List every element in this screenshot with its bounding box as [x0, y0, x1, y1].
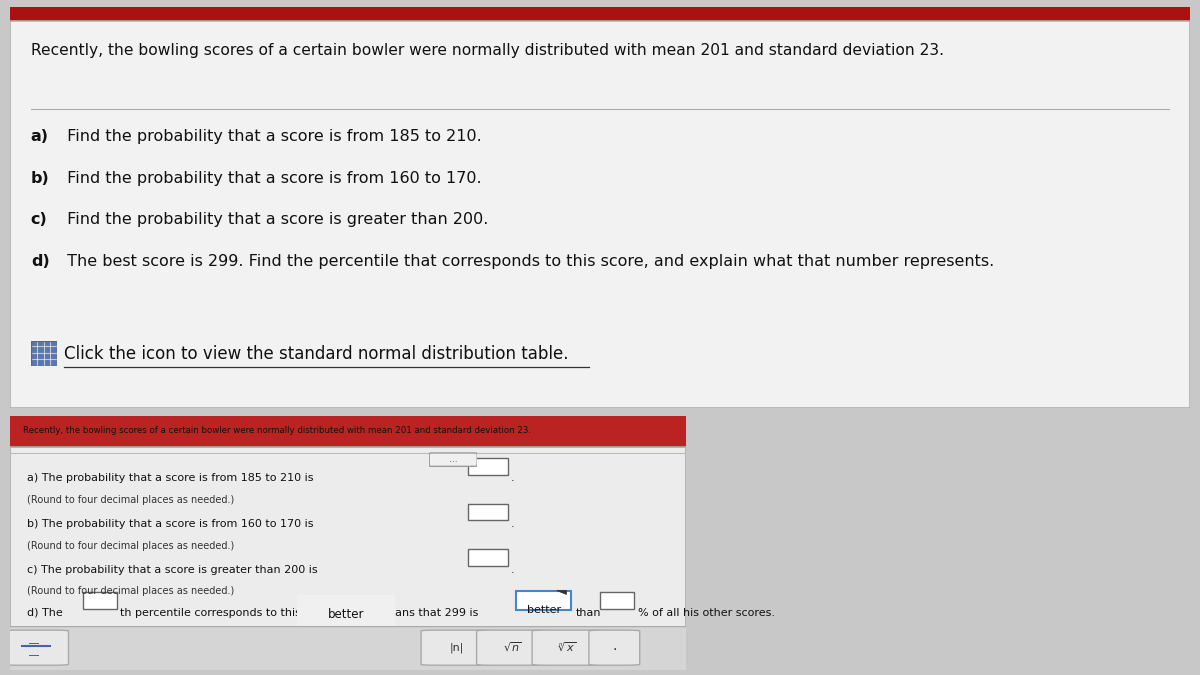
Text: Click the icon to view the standard normal distribution table.: Click the icon to view the standard norm…: [64, 345, 569, 363]
Bar: [52, 341, 56, 346]
Text: (Round to four decimal places as needed.): (Round to four decimal places as needed.…: [26, 586, 234, 596]
Bar: [44, 348, 50, 353]
FancyBboxPatch shape: [468, 549, 508, 566]
Text: worse: worse: [329, 639, 364, 652]
FancyBboxPatch shape: [476, 630, 547, 666]
Text: a): a): [31, 129, 49, 144]
Text: better: better: [527, 605, 560, 614]
FancyBboxPatch shape: [10, 447, 686, 670]
Text: (Round to four decimal places as needed.): (Round to four decimal places as needed.…: [26, 495, 234, 505]
FancyBboxPatch shape: [4, 630, 68, 666]
Text: $\cdot$: $\cdot$: [612, 641, 617, 655]
Bar: [31, 348, 37, 353]
Text: The best score is 299. Find the percentile that corresponds to this score, and e: The best score is 299. Find the percenti…: [61, 254, 994, 269]
Text: (Round to five decimal places as needed.): (Round to five decimal places as needed.…: [26, 630, 232, 641]
Text: .: .: [510, 519, 514, 529]
FancyBboxPatch shape: [83, 593, 116, 609]
Text: c): c): [31, 211, 48, 227]
Text: d): d): [31, 254, 49, 269]
FancyBboxPatch shape: [532, 630, 604, 666]
Text: better: better: [328, 608, 364, 621]
FancyBboxPatch shape: [600, 593, 634, 609]
Bar: [52, 348, 56, 353]
Text: b): b): [31, 171, 49, 186]
Text: .: .: [510, 564, 514, 574]
Bar: [38, 354, 43, 359]
FancyBboxPatch shape: [430, 453, 478, 466]
FancyBboxPatch shape: [589, 630, 640, 666]
FancyBboxPatch shape: [10, 21, 1190, 408]
Text: $\sqrt[n]{x}$: $\sqrt[n]{x}$: [558, 641, 577, 654]
Text: b) The probability that a score is from 160 to 170 is: b) The probability that a score is from …: [26, 519, 313, 529]
Text: a) The probability that a score is from 185 to 210 is: a) The probability that a score is from …: [26, 473, 313, 483]
Bar: [44, 354, 50, 359]
Text: d) The: d) The: [26, 608, 62, 618]
Polygon shape: [557, 590, 566, 594]
Bar: [31, 354, 37, 359]
Text: Recently, the bowling scores of a certain bowler were normally distributed with : Recently, the bowling scores of a certai…: [31, 43, 944, 58]
Text: Find the probability that a score is from 160 to 170.: Find the probability that a score is fro…: [61, 171, 481, 186]
Bar: [10, 416, 686, 447]
FancyBboxPatch shape: [516, 591, 571, 610]
Bar: [31, 341, 37, 346]
FancyBboxPatch shape: [294, 594, 397, 664]
Text: ...: ...: [449, 455, 457, 464]
Bar: [44, 360, 50, 366]
Text: than: than: [576, 608, 601, 618]
FancyBboxPatch shape: [421, 630, 492, 666]
Bar: [52, 360, 56, 366]
Bar: [38, 341, 43, 346]
Bar: [44, 341, 50, 346]
FancyBboxPatch shape: [468, 458, 508, 475]
Text: Find the probability that a score is greater than 200.: Find the probability that a score is gre…: [61, 211, 488, 227]
Text: |n|: |n|: [450, 643, 464, 653]
Bar: [38, 348, 43, 353]
Text: $\sqrt{n}$: $\sqrt{n}$: [503, 641, 522, 654]
Text: th percentile corresponds to this score, which means that 299 is: th percentile corresponds to this score,…: [120, 608, 479, 618]
Bar: [10, 7, 1190, 21]
Text: Find the probability that a score is from 185 to 210.: Find the probability that a score is fro…: [61, 129, 481, 144]
FancyBboxPatch shape: [468, 504, 508, 520]
Bar: [31, 360, 37, 366]
Bar: [52, 354, 56, 359]
Text: .: .: [510, 473, 514, 483]
Bar: [38, 360, 43, 366]
Text: c) The probability that a score is greater than 200 is: c) The probability that a score is great…: [26, 564, 317, 574]
Text: (Round to four decimal places as needed.): (Round to four decimal places as needed.…: [26, 541, 234, 551]
Text: % of all his other scores.: % of all his other scores.: [637, 608, 775, 618]
Text: Recently, the bowling scores of a certain bowler were normally distributed with : Recently, the bowling scores of a certai…: [23, 426, 532, 435]
